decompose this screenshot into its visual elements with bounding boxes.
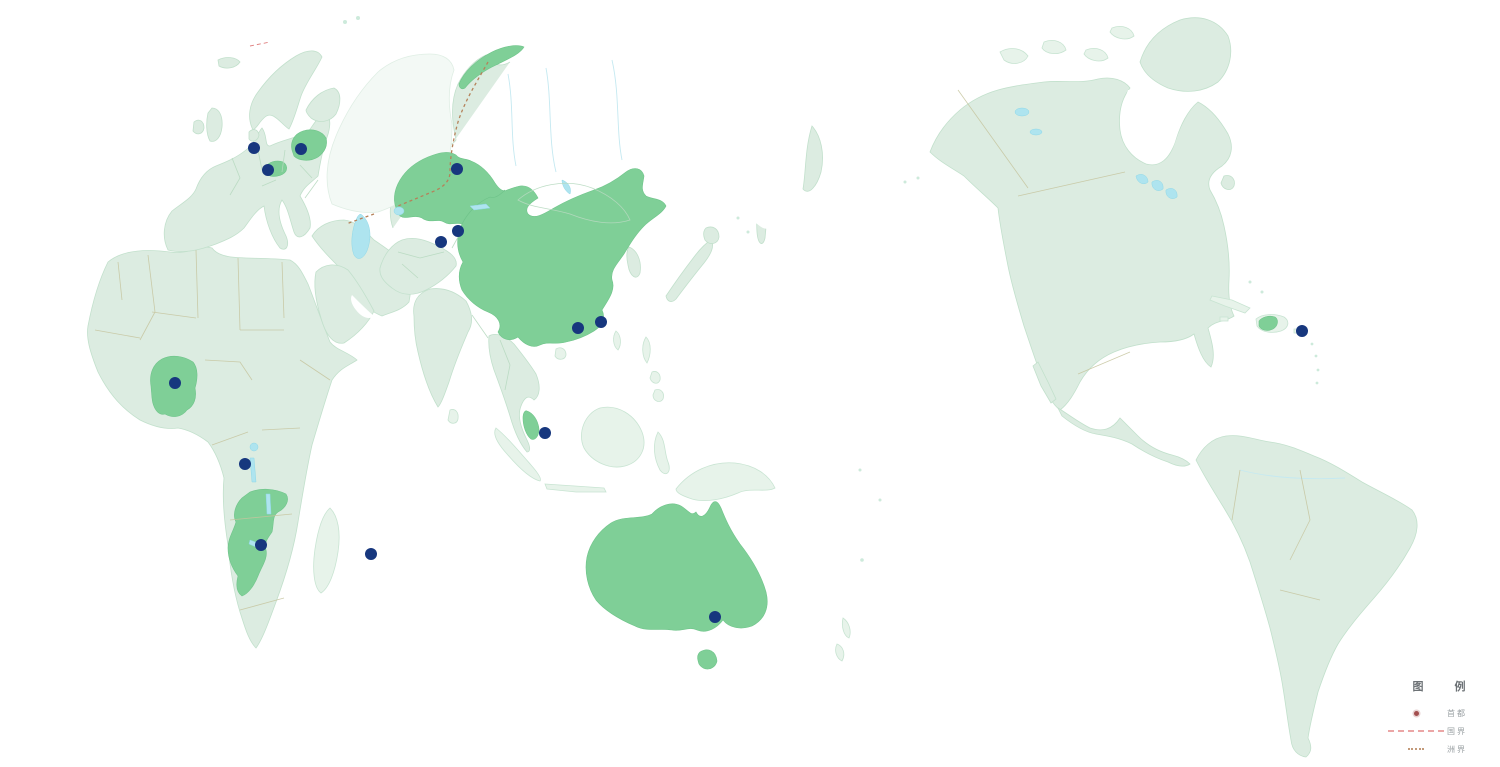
landmass-britain [206, 107, 223, 142]
landmass-taiwan [613, 330, 621, 351]
legend-label-continental-boundary: 洲界 [1447, 744, 1467, 754]
amazon-river [1239, 469, 1346, 480]
siberian-river-yenisei [545, 67, 557, 173]
red-dashed-boundary [249, 41, 271, 47]
city-marker[interactable] [595, 316, 607, 328]
landmass-new-zealand [835, 617, 851, 662]
landmass-africa [87, 246, 358, 649]
landmass-hainan [554, 347, 567, 360]
city-marker[interactable] [239, 458, 251, 470]
map-legend: 图 例 首都 国界 洲界 [1385, 678, 1493, 758]
landmass-finland [305, 87, 341, 122]
city-marker[interactable] [255, 539, 267, 551]
siberian-river-ob [507, 73, 517, 167]
city-marker[interactable] [572, 322, 584, 334]
city-marker[interactable] [451, 163, 463, 175]
city-marker[interactable] [1296, 325, 1308, 337]
landmass-java [544, 483, 607, 493]
landmass-central-asia [379, 238, 457, 295]
landmass-iceland [217, 57, 241, 69]
city-marker[interactable] [365, 548, 377, 560]
landmass-new-guinea [675, 462, 776, 501]
hudson-bay [1123, 89, 1198, 164]
legend-item-capital: 首都 [1385, 704, 1493, 722]
region-novaya-zemlya [458, 45, 525, 90]
landmass-madagascar [313, 507, 340, 594]
landmass-central-america [1057, 406, 1191, 467]
sea-of-okhotsk [734, 154, 781, 229]
city-marker[interactable] [539, 427, 551, 439]
region-kazakhstan [394, 152, 506, 225]
city-marker[interactable] [452, 225, 464, 237]
landmass-indochina [488, 334, 540, 453]
landmass-australia-highlight [585, 501, 768, 632]
legend-label-capital: 首都 [1447, 708, 1467, 718]
landmass-hokkaido [703, 226, 720, 244]
persian-gulf [351, 295, 374, 318]
legend-title: 图 例 [1412, 681, 1480, 693]
landmass-baja [1032, 361, 1057, 404]
landmass-scandinavia [249, 50, 323, 131]
landmass-tasmania-highlight [697, 649, 718, 670]
landmasses [87, 17, 1418, 758]
city-marker[interactable] [262, 164, 274, 176]
landmass-sumatra [494, 427, 541, 482]
city-marker[interactable] [169, 377, 181, 389]
lake-victoria [249, 442, 259, 452]
landmass-newfoundland [1220, 175, 1235, 190]
continental-boundary-line-icon [1408, 748, 1424, 750]
landmass-kamchatka [802, 125, 823, 192]
landmass-sri-lanka [447, 409, 459, 424]
landmass-ireland [192, 119, 205, 135]
country-borders [94, 89, 1321, 611]
siberian-river-lena [611, 59, 623, 161]
landmass-japan [665, 239, 713, 302]
legend-label-national-boundary: 国界 [1447, 726, 1467, 736]
region-china [457, 168, 667, 347]
city-marker[interactable] [295, 143, 307, 155]
landmass-denmark [248, 129, 260, 142]
landmass-north-america [929, 77, 1235, 411]
aral-sea [393, 206, 405, 216]
lake-tanganyika [249, 457, 257, 483]
great-bear-lake [1014, 107, 1030, 117]
city-markers [169, 142, 1308, 623]
landmass-india [413, 288, 472, 408]
lake-malawi [265, 493, 272, 515]
legend-item-continental-boundary: 洲界 [1385, 740, 1493, 758]
city-marker[interactable] [435, 236, 447, 248]
legend-item-national-boundary: 国界 [1385, 722, 1493, 740]
caucasus-boundary-line [345, 213, 375, 225]
lake-baikal [561, 179, 571, 195]
landmass-korea [626, 246, 641, 278]
continental-boundary-lines [249, 41, 489, 225]
landmass-sulawesi [654, 431, 670, 475]
region-malay-peninsula [522, 410, 540, 440]
small-islands [343, 16, 1320, 562]
landmass-philippines [642, 336, 664, 402]
landmass-borneo [581, 406, 645, 468]
great-lakes [1135, 174, 1178, 199]
lake-balkhash [469, 203, 491, 211]
ural-boundary-line [397, 61, 489, 207]
capital-dot-icon [1413, 710, 1419, 716]
landmass-europe [163, 111, 331, 252]
caspian-sea [351, 213, 371, 259]
region-hispaniola-west [1258, 315, 1278, 331]
landmass-greenland [1139, 17, 1232, 92]
great-slave-lake [1029, 128, 1043, 136]
landmass-jamaica [1219, 316, 1229, 322]
landmass-arctic-islands [999, 26, 1135, 64]
landmass-arabia [314, 264, 375, 344]
national-boundary-line-icon [1388, 730, 1444, 732]
landmass-cuba [1209, 295, 1251, 314]
city-marker[interactable] [248, 142, 260, 154]
city-marker[interactable] [709, 611, 721, 623]
